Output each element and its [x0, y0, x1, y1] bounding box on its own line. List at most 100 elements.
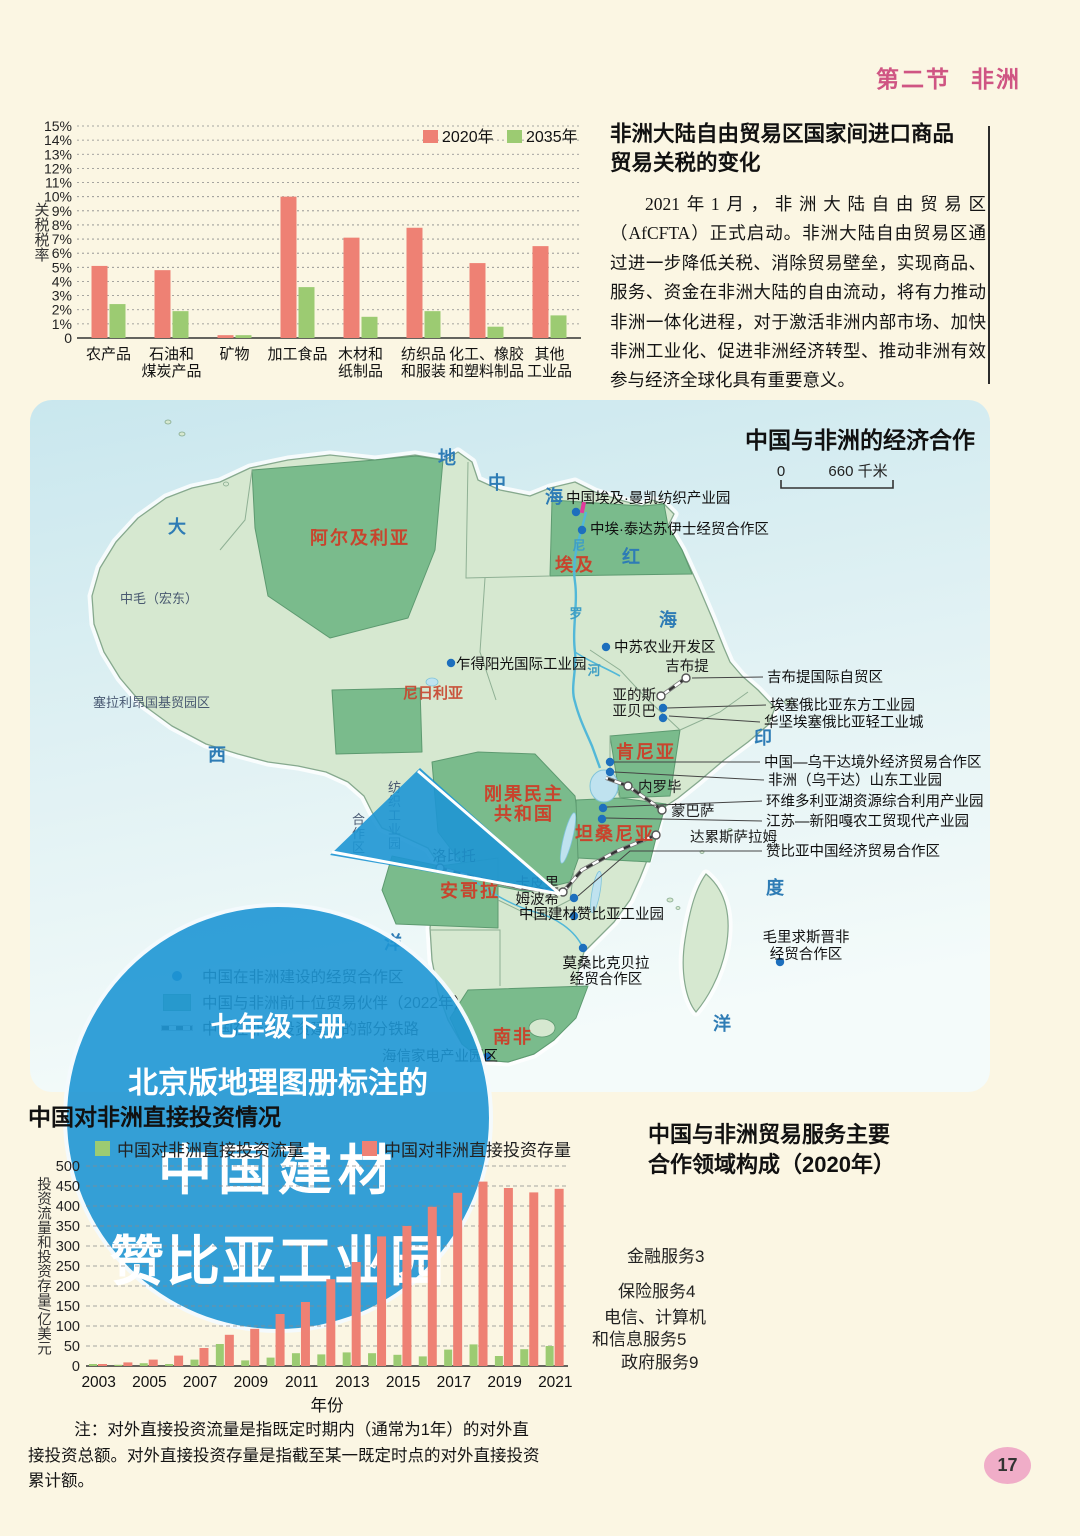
coop-zone-dot: [571, 507, 581, 517]
country-label: 南非: [493, 1026, 533, 1047]
service-sector-label: 金融服务3: [627, 1247, 705, 1266]
railway-hatch: [605, 776, 663, 811]
coop-zone-dot: [605, 757, 615, 767]
city-label: 亚贝巴: [613, 704, 657, 720]
bubble-line2: 北京版地理图册标注的: [128, 1067, 428, 1100]
bar-stock: [275, 1314, 285, 1366]
bar-stock: [351, 1262, 361, 1366]
lakes-and-rivers: [425, 511, 621, 949]
country-nigeria: [331, 687, 423, 755]
legend-swatch: [423, 130, 438, 143]
sea-label: 印: [754, 728, 772, 748]
x-category-label: 农产品: [86, 346, 131, 363]
coop-zone-dot: [577, 525, 587, 535]
bar-stock: [123, 1362, 133, 1366]
section-region: 非洲: [971, 66, 1021, 92]
x-tick-label: 2005: [132, 1374, 166, 1391]
services-title-line1: 中国与非洲贸易服务主要: [648, 1122, 891, 1147]
leader-line: [613, 771, 765, 781]
x-category-label: 其他: [534, 346, 564, 363]
city-dot: [657, 805, 667, 815]
zone-label: 中国—乌干达境外经济贸易合作区: [764, 753, 982, 771]
city-label: 姆波希: [516, 891, 560, 908]
africa-map-panel: 地中海红海印度洋大西洋尼罗河阿尔及利亚埃及肯尼亚坦桑尼亚刚果民主共和国安哥拉南非…: [30, 400, 990, 1333]
legend-label: 2035年: [526, 128, 578, 146]
legend-stock-label: 中国对非洲直接投资存量: [384, 1141, 571, 1160]
bar-stock: [174, 1355, 184, 1366]
bar-stock: [453, 1192, 463, 1366]
x-tick-label: 2017: [437, 1374, 471, 1391]
x-tick-label: 2011: [285, 1374, 318, 1391]
zone-label: 乍得阳光国际工业园: [456, 656, 587, 673]
leader-line: [577, 850, 762, 897]
coop-zone-dot: [597, 814, 607, 824]
country-label: 埃及: [555, 554, 595, 575]
y-tick-label: 6%: [52, 245, 72, 261]
bar-2020: [154, 270, 171, 338]
lake-malawi: [590, 870, 602, 914]
leader-line: [666, 704, 767, 709]
zone-label: 经贸合作区: [770, 946, 843, 963]
country-borders: [219, 461, 749, 986]
bar-flow: [520, 1349, 529, 1366]
dots-layer: [435, 507, 785, 1062]
city-label: 吉布提: [665, 658, 709, 675]
zambezi-river: [459, 869, 584, 949]
faint-label: 中毛（宏东）: [120, 591, 198, 606]
bar-2035: [487, 326, 504, 338]
legend-swatch: [507, 130, 522, 143]
bar-2020: [532, 246, 549, 338]
y-tick-label: 8%: [52, 217, 72, 233]
bubble-line1: 七年级下册: [210, 1012, 346, 1042]
bar-flow: [114, 1364, 123, 1366]
bar-flow: [368, 1353, 377, 1366]
bar-flow: [190, 1359, 199, 1366]
y-tick-label: 150: [56, 1299, 80, 1315]
scale-distance: 660 千米: [828, 463, 887, 480]
bubble-line3: 中国建材: [158, 1141, 398, 1201]
bar-stock: [300, 1302, 310, 1366]
legend-flow: 中国对非洲直接投资流量: [95, 1136, 304, 1161]
scale-zero: 0: [777, 463, 785, 480]
lake-chad: [425, 677, 439, 687]
bar-stock: [224, 1334, 234, 1366]
y-axis-title: 关税税率: [33, 202, 50, 262]
bar-flow: [545, 1346, 554, 1366]
coop-zone-dot: [605, 767, 615, 777]
bar-2035: [550, 315, 567, 338]
x-category-label: 纸制品: [338, 363, 383, 380]
bar-flow: [494, 1356, 503, 1366]
zone-label: 经贸合作区: [570, 971, 643, 988]
x-tick-label: 2013: [335, 1374, 369, 1391]
zone-label: 中国建材赞比亚工业园: [519, 906, 664, 923]
lake-victoria: [589, 769, 619, 803]
section-header: 第二节 非洲: [876, 60, 1021, 94]
blue-nile: [574, 651, 621, 677]
x-category-label: 和塑料制品: [449, 363, 524, 380]
egypt-zone-marker: [579, 501, 586, 514]
red-square-icon: [362, 1141, 377, 1156]
city-dot: [681, 673, 691, 683]
bar-stock: [148, 1359, 158, 1366]
y-tick-label: 3%: [52, 288, 72, 304]
investment-legend: 中国对非洲直接投资流量 中国对非洲直接投资存量: [95, 1136, 571, 1161]
sea-label: 中: [488, 472, 506, 493]
x-category-label: 纺织品: [401, 346, 446, 363]
bar-stock: [326, 1279, 336, 1366]
zone-label: 莫桑比克贝拉: [563, 955, 650, 972]
map-title: 中国与非洲的经济合作: [745, 427, 975, 453]
sea-label: 洋: [713, 1013, 731, 1034]
x-tick-label: 2021: [538, 1374, 572, 1391]
bar-stock: [478, 1181, 488, 1366]
sea-label: 红: [622, 546, 640, 567]
river-label: 罗: [569, 606, 582, 621]
bar-2020: [406, 227, 423, 338]
bar-flow: [342, 1352, 351, 1366]
services-title-line2: 合作领域构成（2020年）: [648, 1152, 895, 1178]
africa-continent: [91, 451, 776, 1063]
sea-label: 西: [208, 745, 226, 765]
sea-label: 海: [545, 486, 563, 507]
lake-tanganyika: [559, 812, 577, 864]
zone-label: 毛里求斯晋非: [763, 929, 850, 946]
